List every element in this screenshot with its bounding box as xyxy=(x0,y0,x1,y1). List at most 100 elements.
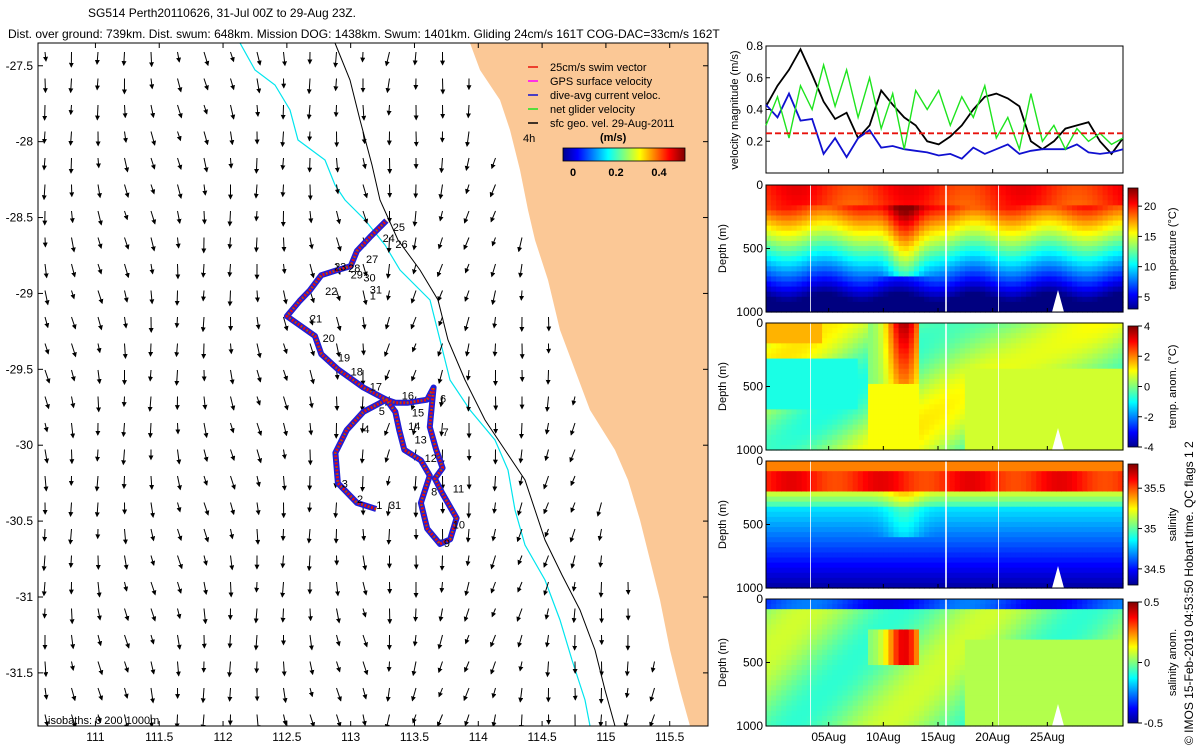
heatmap-cell xyxy=(975,383,981,390)
heatmap-cell xyxy=(990,261,997,267)
geo-arrow xyxy=(123,290,129,303)
heatmap-cell xyxy=(883,353,889,360)
heatmap-cell xyxy=(1092,399,1099,405)
heatmap-cell xyxy=(1005,434,1012,441)
heatmap-cell xyxy=(817,466,823,472)
heatmap-cell xyxy=(929,281,935,288)
heatmap-cell xyxy=(806,532,813,538)
heatmap-cell xyxy=(964,389,971,395)
heatmap-cell xyxy=(980,389,986,395)
heatmap-cell xyxy=(903,557,910,564)
heatmap-cell xyxy=(873,353,879,360)
geo-arrow xyxy=(386,528,392,545)
heatmap-cell xyxy=(827,373,833,380)
heatmap-cell xyxy=(776,547,782,554)
heatmap-cell xyxy=(801,225,808,232)
map-y-tick-label: -28.5 xyxy=(6,211,34,225)
heatmap-cell xyxy=(883,389,889,395)
heatmap-cell xyxy=(801,491,808,498)
heatmap-cell xyxy=(1041,389,1048,395)
heatmap-cell xyxy=(990,291,997,298)
heatmap-cell xyxy=(811,200,818,206)
heatmap-cell xyxy=(934,266,940,272)
heatmap-cell xyxy=(1061,358,1068,365)
heatmap-cell xyxy=(1077,399,1083,405)
heatmap-cell xyxy=(1117,414,1124,421)
heatmap-cell xyxy=(1021,409,1027,416)
heatmap-cell xyxy=(898,353,905,360)
heatmap-cell xyxy=(908,516,915,523)
heatmap-cell xyxy=(862,190,869,196)
heatmap-cell xyxy=(959,286,966,293)
heatmap-cell xyxy=(898,220,905,227)
heatmap-cell xyxy=(873,378,879,385)
heatmap-cell xyxy=(970,235,976,242)
data-gap xyxy=(810,185,811,312)
heatmap-cell xyxy=(898,511,905,518)
heatmap-cell xyxy=(1082,210,1088,217)
heatmap-cell xyxy=(847,511,854,518)
heatmap-cell xyxy=(959,240,966,247)
heatmap-cell xyxy=(934,261,940,267)
heatmap-cell xyxy=(1010,306,1017,313)
heatmap-cell xyxy=(1107,439,1114,446)
heatmap-cell xyxy=(1107,419,1114,426)
heatmap-cell xyxy=(832,542,838,548)
heatmap-cell xyxy=(1000,348,1007,355)
heatmap-cell xyxy=(1005,444,1012,451)
heatmap-cell xyxy=(878,343,884,349)
heatmap-cell xyxy=(791,409,798,416)
heatmap-cell xyxy=(1005,205,1012,211)
heatmap-cell xyxy=(1102,353,1109,360)
heatmap-cell xyxy=(791,486,798,493)
heatmap-cell xyxy=(898,414,905,421)
heatmap-cell xyxy=(842,210,849,217)
heatmap-cell xyxy=(959,424,966,431)
heatmap-cell xyxy=(1051,256,1058,262)
heatmap-cell xyxy=(944,373,951,380)
heatmap-cell xyxy=(822,547,828,554)
heatmap-cell xyxy=(924,444,930,451)
heatmap-cell xyxy=(811,363,818,370)
heatmap-cell xyxy=(832,230,838,237)
heatmap-cell xyxy=(817,296,823,303)
heatmap-cell xyxy=(1061,399,1068,405)
geo-arrow xyxy=(68,104,74,116)
heatmap-cell xyxy=(964,373,971,380)
heatmap-cell xyxy=(908,491,915,498)
geo-arrow xyxy=(466,396,472,412)
heatmap-cell xyxy=(878,286,884,293)
heatmap-cell xyxy=(847,409,854,416)
heatmap-cell xyxy=(929,373,935,380)
heatmap-cell xyxy=(878,261,884,267)
heatmap-cell xyxy=(796,368,803,375)
heatmap-cell xyxy=(817,424,823,431)
heatmap-cell xyxy=(1102,240,1109,247)
heatmap-cell xyxy=(1026,200,1032,206)
heatmap-cell xyxy=(913,230,920,237)
heatmap-cell xyxy=(827,225,833,232)
heatmap-cell xyxy=(852,378,859,385)
heatmap-cell xyxy=(1005,333,1012,339)
heatmap-cell xyxy=(857,501,864,508)
heatmap-cell xyxy=(791,353,798,360)
heatmap-cell xyxy=(964,185,971,191)
heatmap-cell xyxy=(817,461,823,467)
heatmap-cell xyxy=(766,466,772,472)
heatmap-cell xyxy=(1026,215,1032,222)
heatmap-cell xyxy=(796,511,803,518)
heatmap-cell xyxy=(1015,383,1022,390)
heatmap-cell xyxy=(796,394,803,400)
geo-arrow xyxy=(124,608,130,622)
heatmap-cell xyxy=(1031,328,1037,334)
heatmap-cell xyxy=(1051,378,1058,385)
heatmap-cell xyxy=(776,414,782,421)
heatmap-cell xyxy=(883,333,889,339)
heatmap-cell xyxy=(862,471,869,477)
heatmap-cell xyxy=(1051,225,1058,232)
heatmap-cell xyxy=(970,301,976,308)
heatmap-cell xyxy=(771,276,777,283)
heatmap-cell xyxy=(888,230,895,237)
heatmap-cell xyxy=(1046,271,1053,278)
heatmap-cell xyxy=(766,240,772,247)
